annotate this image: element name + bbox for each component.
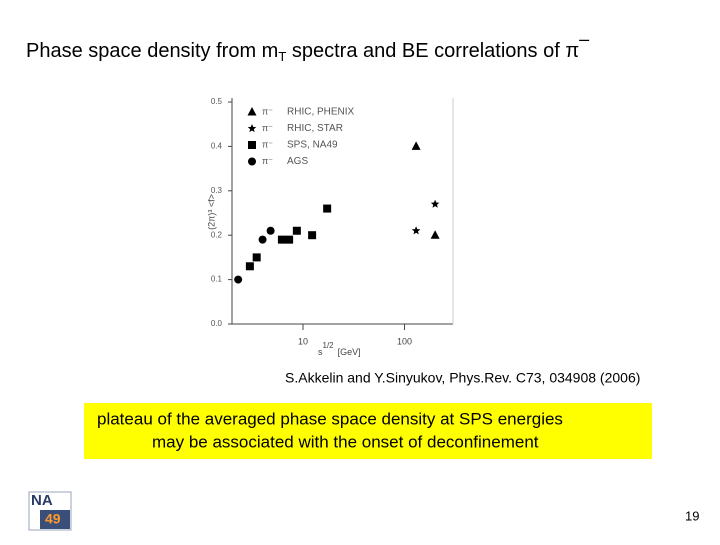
y-tick-label: 0.2: [211, 230, 223, 239]
y-tick-label: 0.3: [211, 186, 223, 195]
citation: S.Akkelin and Y.Sinyukov, Phys.Rev. C73,…: [285, 370, 640, 386]
legend-label: AGS: [287, 156, 308, 167]
title-subscript: T: [278, 49, 286, 64]
title-text: spectra and BE correlations of π: [286, 40, 579, 62]
marker-circle: [266, 226, 275, 235]
x-axis-label-part: 1/2: [323, 341, 335, 350]
x-axis-label: s1/2[GeV]: [318, 341, 361, 357]
y-tick-label: 0.4: [211, 142, 223, 151]
logo-block: [40, 510, 70, 529]
legend-marker: [248, 141, 256, 149]
legend-marker: [247, 107, 257, 116]
legend-marker: [248, 157, 256, 166]
logo-text: NA: [31, 492, 53, 509]
box-text: may be associated with the onset of deco…: [152, 432, 539, 451]
x-axis-label-part: [GeV]: [338, 347, 361, 357]
y-tick-label: 0.5: [211, 97, 223, 106]
legend-particle: π⁻: [262, 139, 273, 149]
page-number: 19: [685, 508, 699, 523]
logo-text: 49: [45, 511, 61, 527]
marker-circle: [234, 275, 243, 284]
marker-triangle: [430, 230, 440, 239]
marker-circle: [258, 235, 267, 244]
y-tick-label: 0.1: [211, 275, 223, 284]
box-text: plateau of the averaged phase space dens…: [97, 409, 563, 428]
marker-star: [430, 199, 440, 208]
y-tick-label: 0.0: [211, 319, 223, 328]
marker-square: [292, 226, 301, 235]
chart: 0.0 0.1 0.2 0.3 0.4 0.5 10 100 s1/2[GeV] (2π)³ <f…: [206, 97, 454, 357]
legend-particle: π⁻: [262, 106, 273, 116]
x-tick-label: 100: [397, 336, 412, 346]
legend-label: SPS, NA49: [287, 140, 338, 151]
legend-label: RHIC, PHENIX: [287, 107, 355, 118]
marker-square: [277, 235, 286, 244]
y-axis-label: (2π)³ <f>: [206, 194, 216, 230]
marker-star: [411, 226, 421, 235]
marker-square: [323, 204, 332, 213]
legend-particle: π⁻: [262, 123, 273, 133]
highlight-box: [84, 403, 652, 459]
x-axis-label-part: s: [318, 347, 323, 357]
slide-title: Phase space density from mT spectra and …: [26, 29, 589, 65]
x-tick-label: 10: [298, 336, 308, 346]
title-text: Phase space density from m: [26, 40, 278, 62]
title-superscript: –: [579, 29, 589, 49]
marker-square: [285, 235, 294, 244]
legend-marker: [247, 124, 257, 133]
logo: NA 49: [28, 491, 72, 531]
marker-square: [252, 253, 261, 262]
legend-label: RHIC, STAR: [287, 123, 343, 134]
marker-square: [308, 231, 317, 240]
marker-triangle: [411, 141, 421, 150]
legend-particle: π⁻: [262, 156, 273, 166]
marker-square: [245, 262, 254, 271]
